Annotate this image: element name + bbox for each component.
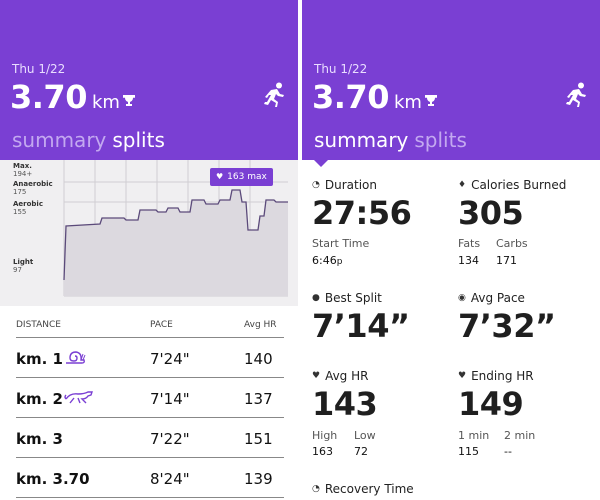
high-hr-value: 163 — [312, 445, 333, 458]
speedometer-icon: ◉ — [458, 293, 466, 303]
ending-hr-value: 149 — [458, 385, 524, 423]
splits-table: DISTANCE PACE Avg HR km. 1 7'24" 140 km.… — [16, 318, 284, 498]
snail-icon — [66, 351, 86, 364]
calories-value: 305 — [458, 194, 524, 232]
table-row[interactable]: km. 1 7'24" 140 — [16, 338, 284, 378]
zone-max: Max. 194+ — [13, 162, 33, 178]
trophy-icon — [424, 95, 437, 106]
header-pace: PACE — [150, 320, 173, 330]
zone-aerobic: Aerobic 155 — [13, 200, 43, 216]
workout-distance: 3.70 km — [312, 78, 437, 116]
ending-hr-metric: ♥ Ending HR 149 — [458, 369, 534, 423]
distance-unit: km — [91, 92, 120, 113]
summary-panel: Thu 1/22 3.70 km summary splits ◔ Duration… — [302, 0, 600, 500]
calories-metric: ♦ Calories Burned 305 — [458, 178, 567, 232]
carbs-label: Carbs — [496, 237, 528, 250]
duration-value: 27:56 — [312, 194, 412, 232]
panel-divider — [298, 0, 302, 500]
split-pace: 7'22" — [150, 430, 190, 448]
low-hr-value: 72 — [354, 445, 368, 458]
tab-summary[interactable]: summary — [314, 128, 409, 152]
split-pace: 8'24" — [150, 470, 190, 488]
heart-icon: ♥ — [312, 371, 321, 381]
split-hr: 140 — [244, 350, 273, 368]
heart-icon: ♥ — [458, 371, 467, 381]
avg-hr-metric: ♥ Avg HR 143 — [312, 369, 378, 423]
runner-icon — [566, 82, 586, 107]
duration-metric: ◔ Duration 27:56 — [312, 178, 412, 232]
tab-splits[interactable]: splits — [112, 128, 165, 152]
workout-header: Thu 1/22 3.70 km summary splits — [302, 0, 600, 160]
active-tab-indicator — [314, 160, 328, 167]
clock-icon: ◔ — [312, 180, 320, 190]
tab-bar: summary splits — [314, 128, 473, 152]
zone-anaerobic: Anaerobic 175 — [13, 180, 53, 196]
header-distance: DISTANCE — [16, 320, 61, 330]
best-split-metric: ● Best Split 7’14” — [312, 291, 410, 345]
two-min-value: -- — [504, 445, 512, 458]
split-hr: 139 — [244, 470, 273, 488]
workout-distance: 3.70 km — [10, 78, 135, 116]
zone-light: Light 97 — [13, 258, 34, 274]
avg-pace-metric: ◉ Avg Pace 7’32” — [458, 291, 556, 345]
carbs-value: 171 — [496, 254, 517, 267]
split-pace: 7'24" — [150, 350, 190, 368]
medal-icon: ● — [312, 293, 320, 303]
heart-rate-chart: Max. 194+ Anaerobic 175 Aerobic 155 Light 97… — [0, 160, 298, 306]
start-time-label: Start Time — [312, 237, 370, 250]
workout-header: Thu 1/22 3.70 km summary splits — [0, 0, 298, 160]
distance-unit: km — [393, 92, 422, 113]
tab-splits[interactable]: splits — [414, 128, 467, 152]
splits-table-header: DISTANCE PACE Avg HR — [16, 318, 284, 338]
fats-label: Fats — [458, 237, 481, 250]
distance-value: 3.70 — [10, 78, 87, 116]
fats-value: 134 — [458, 254, 479, 267]
low-hr-label: Low — [354, 429, 376, 442]
distance-value: 3.70 — [312, 78, 389, 116]
workout-date: Thu 1/22 — [12, 62, 66, 76]
split-distance: km. 3.70 — [16, 470, 90, 488]
runner-icon — [264, 82, 284, 107]
avg-pace-value: 7’32” — [458, 307, 556, 345]
one-min-label: 1 min — [458, 429, 490, 442]
trophy-icon — [122, 95, 135, 106]
best-split-value: 7’14” — [312, 307, 410, 345]
tab-summary[interactable]: summary — [12, 128, 107, 152]
split-hr: 137 — [244, 390, 273, 408]
table-row[interactable]: km. 2 7'14" 137 — [16, 378, 284, 418]
max-hr-badge: ♥ 163 max — [210, 168, 273, 186]
recovery-metric: ◔ Recovery Time — [312, 482, 414, 496]
two-min-label: 2 min — [504, 429, 536, 442]
header-hr: Avg HR — [244, 320, 277, 330]
flame-icon: ♦ — [458, 180, 467, 190]
split-distance: km. 1 — [16, 350, 63, 368]
splits-panel: Thu 1/22 3.70 km summary splits — [0, 0, 298, 500]
tab-bar: summary splits — [12, 128, 171, 152]
split-distance: km. 3 — [16, 430, 63, 448]
workout-date: Thu 1/22 — [314, 62, 368, 76]
heart-icon: ♥ — [216, 172, 224, 181]
high-hr-label: High — [312, 429, 338, 442]
heart-rate-graph — [63, 160, 288, 297]
avg-hr-value: 143 — [312, 385, 378, 423]
table-row[interactable]: km. 3 7'22" 151 — [16, 418, 284, 458]
cheetah-icon — [64, 391, 93, 404]
table-row[interactable]: km. 3.70 8'24" 139 — [16, 458, 284, 498]
recovery-icon: ◔ — [312, 484, 320, 494]
split-hr: 151 — [244, 430, 273, 448]
split-distance: km. 2 — [16, 390, 63, 408]
split-pace: 7'14" — [150, 390, 190, 408]
one-min-value: 115 — [458, 445, 479, 458]
start-time-value: 6:46p — [312, 254, 343, 267]
